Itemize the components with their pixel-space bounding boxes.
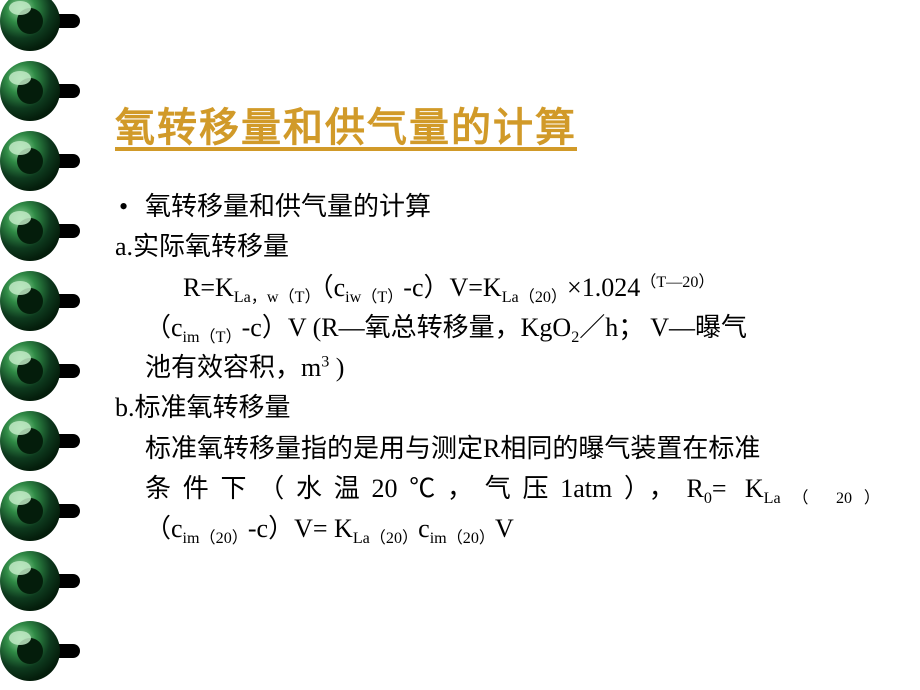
txt: （c xyxy=(145,313,183,342)
txt: -c）V=K xyxy=(403,273,501,302)
txt: （c xyxy=(321,273,346,302)
spiral-svg xyxy=(0,0,88,690)
txt: -c）V= K xyxy=(248,514,353,543)
bullet-glyph: • xyxy=(115,187,145,227)
txt: -c）V (R—氧总转移量，KgO xyxy=(242,313,572,342)
txt: ／h； V—曝气 xyxy=(579,313,747,342)
sub: La，w（T） xyxy=(234,289,321,306)
txt: （c xyxy=(145,514,183,543)
section-b-desc-line1: 标准氧转移量指的是用与测定R相同的曝气装置在标准 xyxy=(115,429,880,469)
txt: R=K xyxy=(183,273,234,302)
txt: ) xyxy=(329,353,344,382)
bullet-row: • 氧转移量和供气量的计算 xyxy=(115,187,880,227)
slide-title: 氧转移量和供气量的计算 xyxy=(115,95,880,153)
section-a-formula-line1: R=KLa，w（T）（ciw（T）-c）V=KLa（20）×1.024（T—20… xyxy=(115,268,880,308)
slide-content: 氧转移量和供气量的计算 • 氧转移量和供气量的计算 a.实际氧转移量 R=KLa… xyxy=(115,95,880,550)
slide-body: • 氧转移量和供气量的计算 a.实际氧转移量 R=KLa，w（T）（ciw（T）… xyxy=(115,187,880,550)
sub: im（T） xyxy=(183,329,242,346)
txt: ×1.024 xyxy=(567,273,640,302)
slide: 氧转移量和供气量的计算 • 氧转移量和供气量的计算 a.实际氧转移量 R=KLa… xyxy=(0,0,920,690)
txt: 池有效容积，m xyxy=(145,353,321,382)
spiral-binding xyxy=(0,0,88,690)
bullet-text: 氧转移量和供气量的计算 xyxy=(145,187,431,227)
section-b-desc-line2: 条件下（水温20℃，气压1atm），R0= KLa（ 20） xyxy=(115,469,880,509)
sub: iw（T） xyxy=(345,289,403,306)
txt: c xyxy=(418,514,430,543)
sub: 0 xyxy=(704,490,712,507)
sub: im（20） xyxy=(183,531,248,548)
sub: La（20） xyxy=(353,531,418,548)
txt: = K xyxy=(712,474,764,503)
sub: im（20） xyxy=(430,531,495,548)
txt: V xyxy=(495,514,514,543)
section-b-label: b.标准氧转移量 xyxy=(115,388,880,428)
section-b-desc-line3: （cim（20）-c）V= KLa（20）cim（20）V xyxy=(115,509,880,549)
sub: La（20） xyxy=(502,289,567,306)
section-a-formula-line3: 池有效容积，m3 ) xyxy=(115,348,880,388)
txt: 条件下（水温20℃，气压1atm），R xyxy=(145,474,704,503)
section-a-label: a.实际氧转移量 xyxy=(115,227,880,267)
sub: La（ 20） xyxy=(764,490,880,507)
sup: （T—20） xyxy=(640,274,714,291)
section-a-formula-line2: （cim（T）-c）V (R—氧总转移量，KgO2／h； V—曝气 xyxy=(115,308,880,348)
